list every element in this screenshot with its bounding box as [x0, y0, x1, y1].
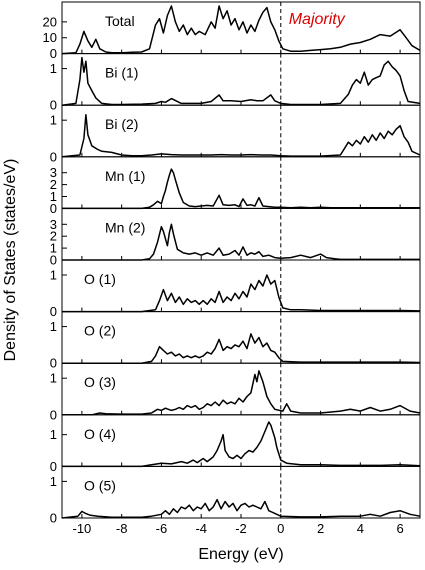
panel-label: Mn (2) — [105, 219, 145, 235]
panel-label: O (3) — [84, 374, 116, 390]
dos-curve — [61, 498, 421, 519]
y-tick-label: 0 — [50, 253, 57, 268]
dos-curve — [62, 274, 421, 313]
panel-label: Total — [105, 13, 135, 29]
y-tick-label: 0 — [50, 98, 57, 113]
dos-curve — [62, 370, 421, 416]
x-tick-label: -4 — [195, 521, 207, 536]
x-tick-label: -8 — [116, 521, 128, 536]
y-tick-label: 0 — [50, 304, 57, 319]
majority-label: Majority — [289, 11, 346, 28]
panel-label: O (5) — [84, 477, 116, 493]
panel-label: O (2) — [84, 323, 116, 339]
panel-10: 0 1 O (5) — [50, 465, 421, 526]
y-tick-label: 1 — [50, 189, 57, 204]
y-tick-label: 10 — [43, 30, 57, 45]
y-tick-label: 1 — [50, 113, 57, 128]
panel-3: 0 1 Bi (2) — [50, 104, 421, 164]
y-tick-label: 0 — [50, 511, 57, 526]
panel-8: 0 1 O (3) — [50, 362, 421, 422]
panel-label: O (1) — [84, 271, 116, 287]
y-tick-label: 0 — [50, 46, 57, 61]
x-tick-label: 6 — [396, 521, 403, 536]
x-axis-label: Energy (eV) — [198, 546, 283, 563]
dos-curve — [62, 333, 421, 364]
dos-curve — [61, 56, 421, 106]
panel-9: 0 1 O (4) — [50, 414, 421, 474]
y-tick-label: 2 — [50, 229, 57, 244]
y-tick-label: 2 — [50, 177, 57, 192]
y-tick-label: 1 — [50, 427, 57, 442]
panel-label: Mn (1) — [105, 168, 145, 184]
y-tick-label: 0 — [50, 356, 57, 371]
panel-label: Bi (2) — [105, 116, 138, 132]
y-tick-label: 1 — [50, 267, 57, 282]
panel-7: 0 1 O (2) — [50, 311, 421, 371]
panel-2: 0 1 Bi (1) — [50, 53, 421, 113]
y-tick-label: 1 — [50, 319, 57, 334]
dos-curve — [61, 113, 421, 158]
dos-curve — [62, 223, 420, 261]
x-tick-label: -6 — [156, 521, 168, 536]
y-tick-label: 1 — [50, 61, 57, 76]
x-tick-label: 0 — [277, 521, 284, 536]
panel-6: 0 1 O (1) — [50, 259, 421, 319]
y-axis-label: Density of States (states/eV) — [2, 159, 19, 362]
dos-curve — [62, 421, 421, 468]
y-tick-label: 1 — [50, 371, 57, 386]
panel-label: Bi (1) — [105, 65, 138, 81]
y-tick-label: 1 — [50, 474, 57, 489]
y-tick-label: 20 — [43, 14, 57, 29]
x-tick-label: 2 — [317, 521, 324, 536]
x-tick-label: -10 — [72, 521, 91, 536]
panel-label: O (4) — [84, 426, 116, 442]
y-tick-label: 3 — [50, 217, 57, 232]
x-tick-label: -2 — [235, 521, 247, 536]
y-tick-label: 0 — [50, 201, 57, 216]
y-tick-label: 1 — [50, 241, 57, 256]
x-tick-label: 4 — [357, 521, 364, 536]
y-tick-label: 0 — [50, 149, 57, 164]
y-tick-label: 0 — [50, 459, 57, 474]
y-tick-label: 3 — [50, 165, 57, 180]
dos-curve — [62, 168, 420, 210]
y-tick-label: 0 — [50, 407, 57, 422]
